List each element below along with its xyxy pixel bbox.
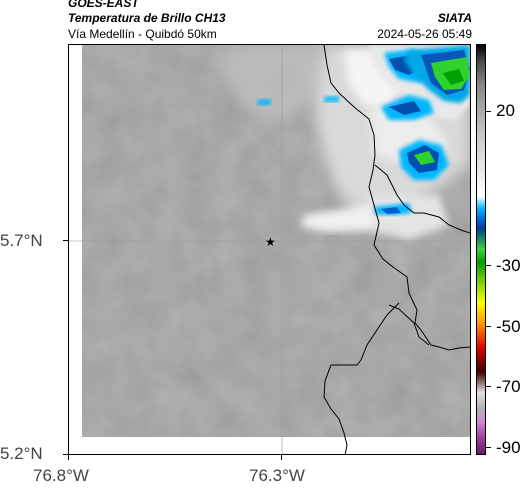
- region-label: Vía Medellín - Quibdó 50km: [68, 27, 217, 41]
- satellite-name: GOES-EAST: [68, 0, 139, 10]
- location-marker: ★: [265, 235, 276, 249]
- border-east: [374, 164, 470, 234]
- lon-label-76-3: 76.3°W: [249, 466, 305, 485]
- lat-tick-5-7: [63, 240, 68, 241]
- gridlines: [69, 45, 470, 454]
- datetime-label: 2024-05-26 05:49: [377, 27, 472, 41]
- colorbar-tick-minus70: [486, 386, 491, 387]
- lat-label-5-2: 5.2°N: [0, 444, 43, 463]
- colorbar-label-minus50: -50: [496, 317, 521, 336]
- borders: [323, 45, 470, 454]
- product-name: Temperatura de Brillo CH13: [68, 11, 226, 25]
- colorbar-label-20: 20: [496, 101, 515, 120]
- colorbar-tick-minus30: [486, 265, 491, 266]
- subtitle: Vía Medellín - Quibdó 50km 2024-05-26 05…: [68, 27, 472, 41]
- colorbar: [476, 44, 486, 455]
- lon-tick-76-8: [68, 455, 69, 460]
- colorbar-label-minus90: -90: [496, 438, 521, 457]
- colorbar-tick-minus50: [486, 326, 491, 327]
- lon-tick-76-3: [281, 455, 282, 460]
- organization-name: SIATA: [437, 11, 472, 25]
- border-south: [323, 302, 400, 454]
- satellite-map[interactable]: ★: [68, 44, 471, 455]
- lat-label-5-7: 5.7°N: [0, 231, 43, 250]
- colorbar-tick-20: [486, 111, 491, 112]
- lon-label-76-8: 76.8°W: [33, 466, 89, 485]
- lat-tick-5-2: [63, 454, 68, 455]
- colorbar-tick-minus90: [486, 447, 491, 448]
- colorbar-label-minus30: -30: [496, 256, 521, 275]
- map-svg: ★: [69, 45, 470, 454]
- colorbar-label-minus70: -70: [496, 377, 521, 396]
- product-title: Temperatura de Brillo CH13 SIATA: [68, 11, 472, 25]
- border-inner: [388, 304, 430, 346]
- coastline: [323, 45, 470, 351]
